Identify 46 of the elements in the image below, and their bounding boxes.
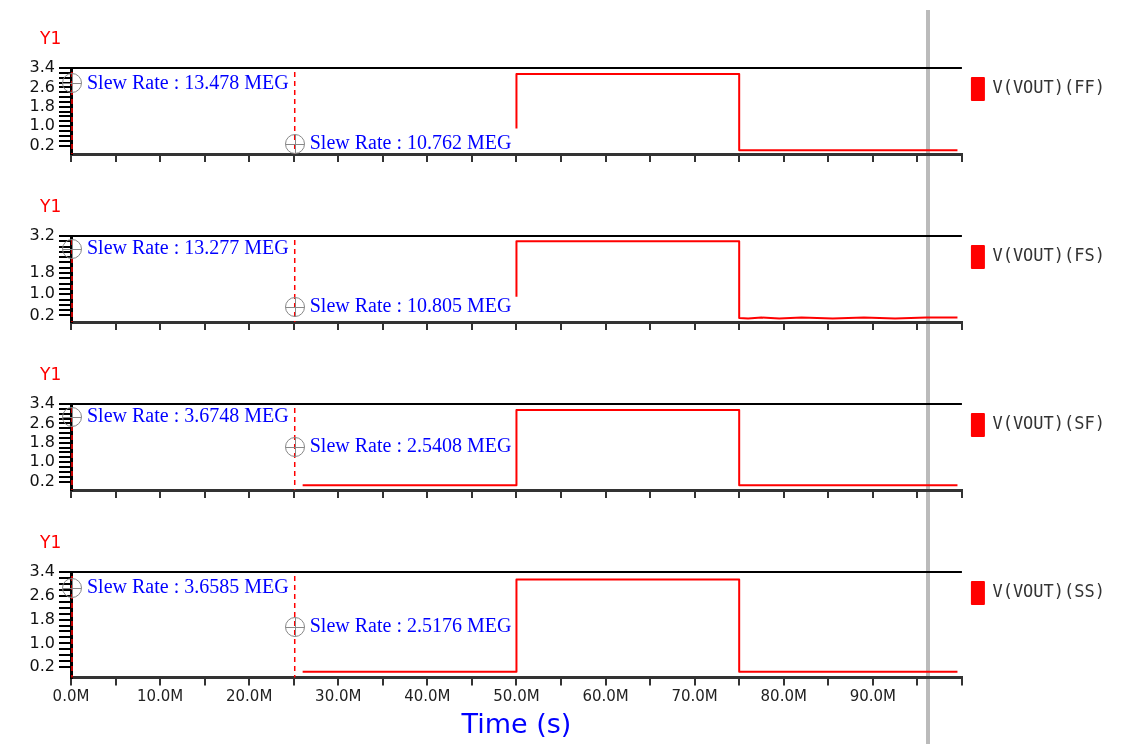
annotation: Slew Rate : 3.6585 MEG [87,575,289,598]
annotation: Slew Rate : 3.6748 MEG [87,404,289,427]
y-tick-label: 1.0 [29,451,55,471]
y-tick-label: 1.0 [29,283,55,303]
y-tick-label: 0.2 [29,656,55,676]
y-tick-label: 0.2 [29,134,55,154]
annotation: Slew Rate : 10.762 MEG [309,130,512,153]
x-tick-label: 0.0M [52,687,90,706]
y-tick-label: 3.2 [29,225,55,245]
x-tick-label: 10.0M [136,687,184,706]
annotation: Slew Rate : 13.277 MEG [87,236,289,259]
y-tick-label: 1.0 [29,632,55,652]
y-tick-label: 1.8 [29,262,55,282]
x-tick-label: 60.0M [582,687,629,706]
y-tick-label: 0.2 [29,304,55,324]
annotation: Slew Rate : 2.5176 MEG [309,614,512,637]
y-axis-title: Y1 [39,532,62,552]
annotation: Slew Rate : 13.478 MEG [87,70,289,93]
y-axis-title: Y1 [39,364,62,384]
x-tick-label: 90.0M [849,687,896,706]
y-tick-label: 3.4 [29,561,55,581]
y-tick-label: 1.0 [29,115,55,135]
y-tick-label: 3.4 [29,393,55,413]
x-tick-label: 50.0M [493,687,540,706]
x-tick-label: 70.0M [671,687,718,706]
x-tick-label: 80.0M [760,687,807,706]
y-tick-label: 1.8 [29,431,55,451]
legend-label: V(VOUT)(SS) [992,581,1106,602]
x-tick-label: 40.0M [404,687,451,706]
x-tick-label: 30.0M [315,687,362,706]
x-axis-title: Time (s) [460,707,572,739]
annotation: Slew Rate : 2.5408 MEG [309,434,512,457]
y-tick-label: 2.6 [29,412,55,432]
y-tick-label: 1.8 [29,95,55,115]
y-tick-label: 1.8 [29,608,55,628]
legend-label: V(VOUT)(FS) [992,245,1106,266]
y-tick-label: 2.6 [29,584,55,604]
y-tick-label: 3.4 [29,57,55,77]
y-axis-title: Y1 [39,196,62,216]
legend-label: V(VOUT)(SF) [992,413,1106,434]
y-tick-label: 2.6 [29,76,55,96]
y-axis-title: Y1 [39,28,62,48]
x-tick-label: 20.0M [226,687,273,706]
y-tick-label: 0.2 [29,470,55,490]
annotation: Slew Rate : 10.805 MEG [309,293,512,316]
legend-label: V(VOUT)(FF) [992,77,1106,98]
